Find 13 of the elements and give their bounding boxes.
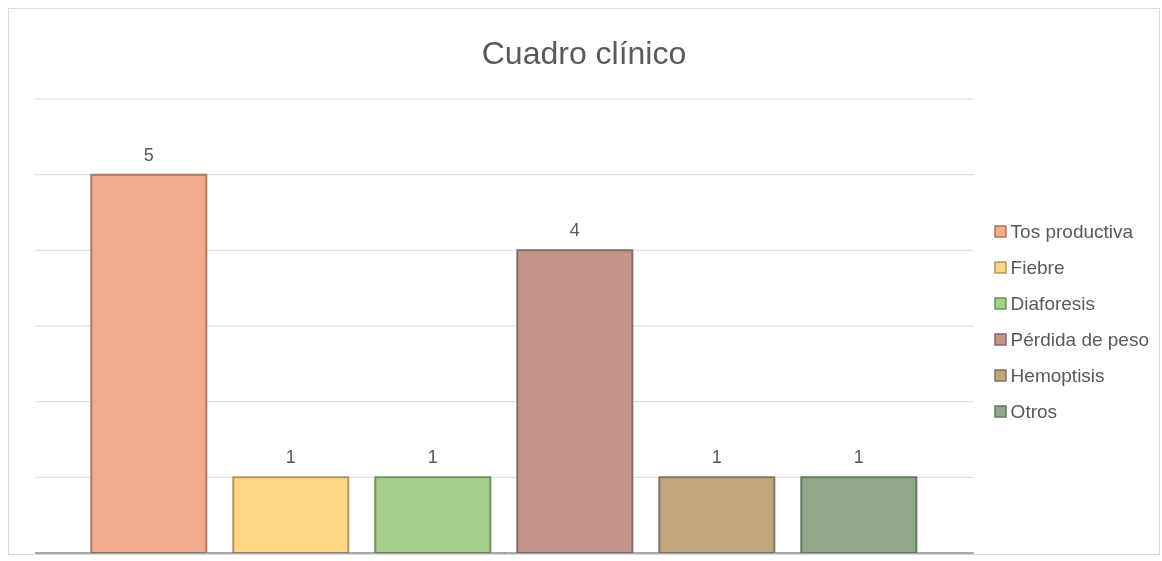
legend-label: Hemoptisis — [1010, 364, 1105, 387]
legend-label: Diaforesis — [1010, 292, 1096, 315]
data-label: 1 — [285, 447, 296, 468]
data-label: 5 — [143, 144, 154, 165]
legend-label: Otros — [1010, 400, 1058, 423]
data-label: 1 — [853, 447, 864, 468]
data-label: 4 — [569, 220, 580, 241]
data-label: 1 — [427, 447, 438, 468]
legend-label: Tos productiva — [1010, 220, 1134, 243]
data-label: 1 — [711, 447, 722, 468]
legend-label: Fiebre — [1010, 256, 1065, 279]
legend-label: Pérdida de peso — [1010, 328, 1149, 351]
chart-title: Cuadro clínico — [480, 34, 688, 73]
